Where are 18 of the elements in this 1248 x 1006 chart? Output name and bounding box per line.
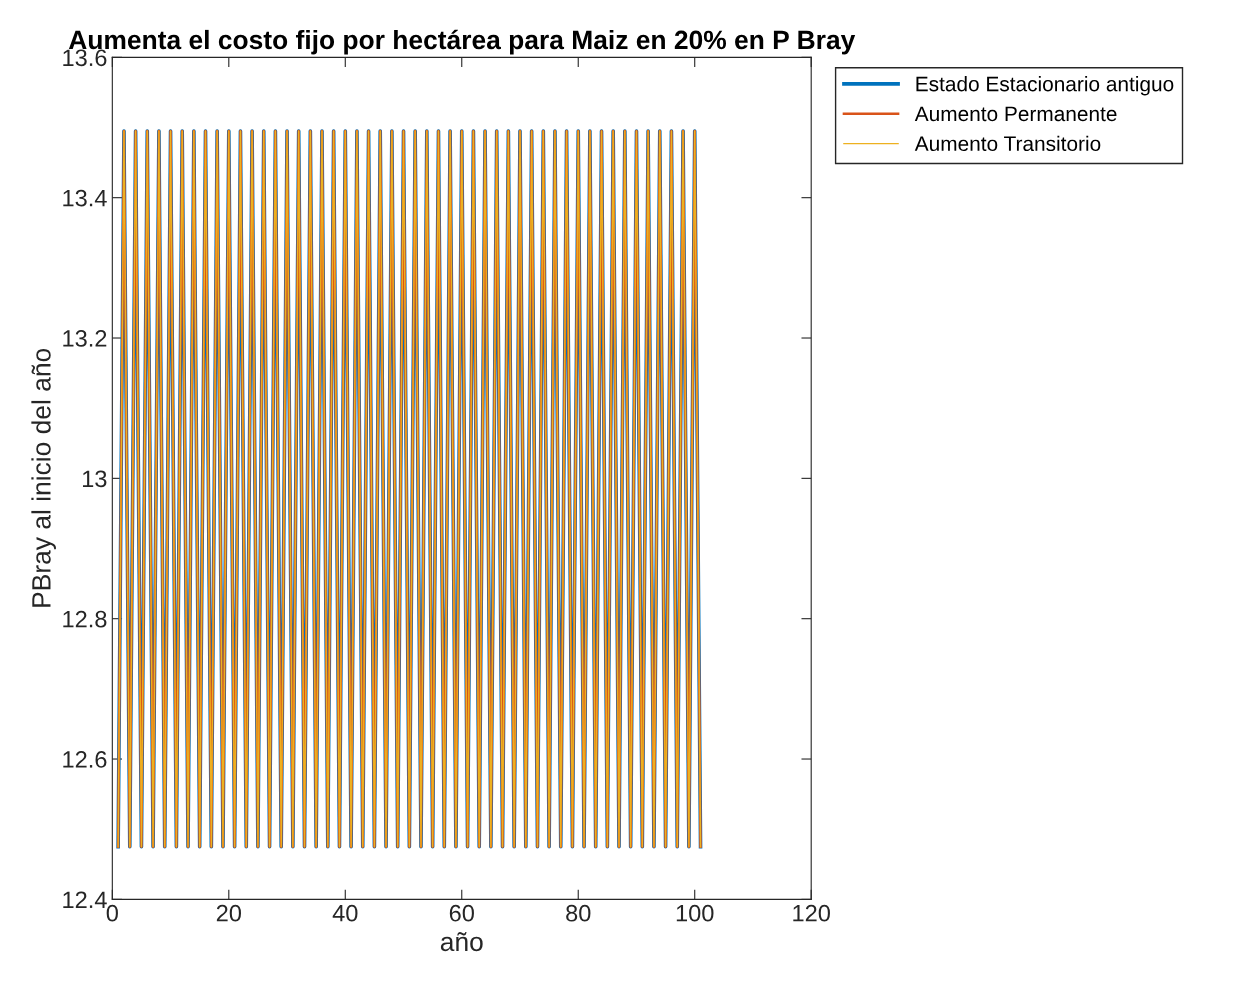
x-tick-label: 20 [216, 904, 242, 922]
x-tick-label: 120 [793, 904, 830, 922]
y-axis-title: PBray al inicio del año [31, 348, 56, 607]
y-tick-label: 13 [83, 470, 107, 488]
y-tick-label: 12.6 [63, 751, 107, 768]
y-tick-label: 13.4 [63, 189, 107, 207]
y-tick-label: 13.2 [63, 330, 107, 347]
y-tick-label: 12.8 [63, 610, 107, 628]
x-tick-label: 40 [332, 904, 358, 922]
legend-label: Aumento Permanente [914, 106, 1117, 122]
x-tick-label: 0 [106, 904, 118, 922]
legend-label: Estado Estacionario antiguo [916, 76, 1174, 96]
x-axis-title: año [440, 931, 483, 952]
y-tick-label: 12.4 [63, 891, 107, 908]
legend-label: Aumento Transitorio [914, 135, 1101, 152]
x-tick-label: 60 [449, 904, 474, 922]
x-tick-label: 100 [676, 904, 714, 922]
x-tick-label: 80 [566, 904, 591, 922]
